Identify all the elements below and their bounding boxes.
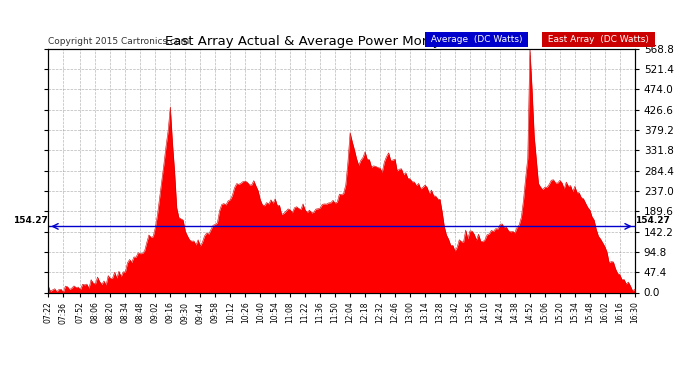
Text: 154.27: 154.27: [635, 216, 670, 225]
Text: Copyright 2015 Cartronics.com: Copyright 2015 Cartronics.com: [48, 38, 190, 46]
Text: East Array  (DC Watts): East Array (DC Watts): [545, 35, 652, 44]
Title: East Array Actual & Average Power Mon Jan 19 16:40: East Array Actual & Average Power Mon Ja…: [165, 34, 518, 48]
Text: 154.27: 154.27: [13, 216, 48, 225]
Text: Average  (DC Watts): Average (DC Watts): [428, 35, 525, 44]
